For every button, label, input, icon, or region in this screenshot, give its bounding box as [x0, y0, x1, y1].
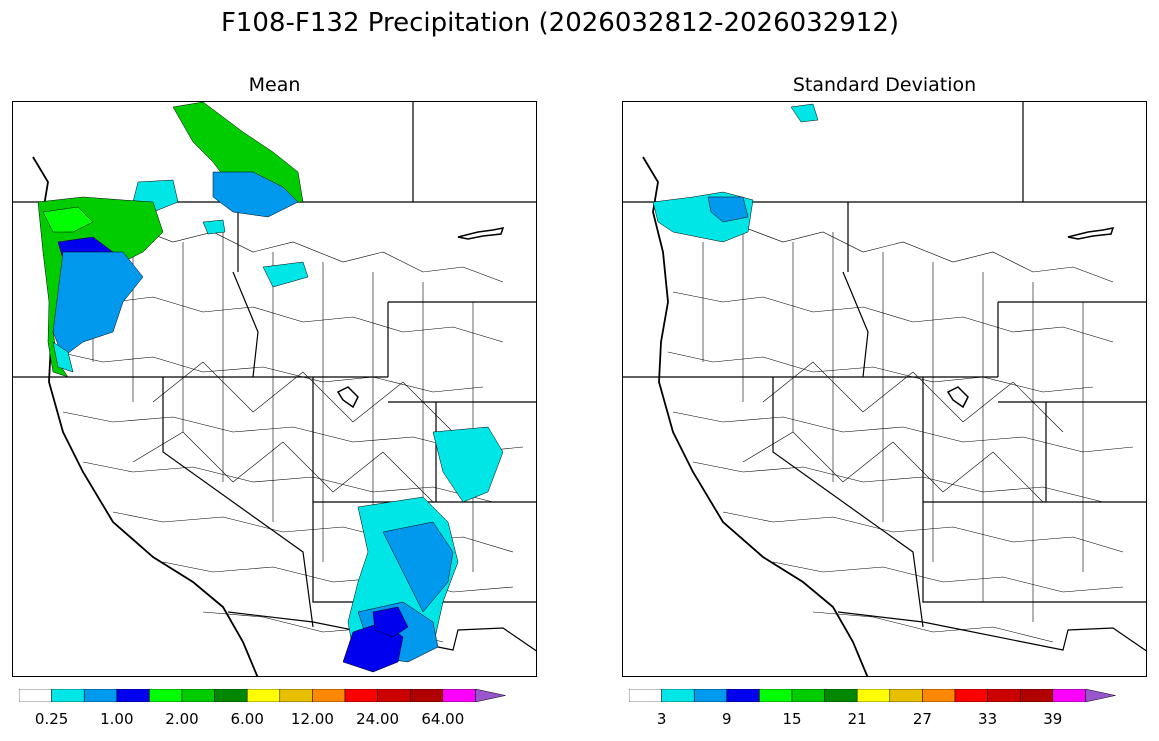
- colorbar-cell: [116, 689, 150, 702]
- map-std: [622, 101, 1147, 677]
- precip-shading: [37, 102, 504, 673]
- colorbar-tick-label: 6.00: [230, 710, 264, 728]
- figure-title: F108-F132 Precipitation (2026032812-2026…: [220, 8, 900, 38]
- state-borders: [623, 102, 1146, 652]
- colorbar-cell: [1052, 689, 1086, 702]
- colorbar-cell: [889, 689, 923, 702]
- colorbar-std: [629, 689, 1116, 702]
- colorbar-tick-label: 1.00: [100, 710, 134, 728]
- colorbar-cell: [954, 689, 988, 702]
- colorbar-cell: [693, 689, 728, 702]
- colorbar-cell: [661, 689, 695, 702]
- colorbar-cell: [344, 689, 378, 702]
- map-mean: [12, 101, 537, 677]
- coastline: [642, 156, 869, 676]
- colorbar-cell: [149, 689, 183, 702]
- colorbar-cell: [19, 689, 52, 702]
- colorbar-mean: [19, 689, 506, 702]
- panel-title-std: Standard Deviation: [792, 74, 977, 96]
- colorbar-tick-label: 12.00: [290, 710, 334, 728]
- colorbar-tick-label: 2.00: [165, 710, 199, 728]
- colorbar-cell: [726, 689, 760, 702]
- colorbar-tick-label: 64.00: [421, 710, 465, 728]
- colorbar-cell: [759, 689, 793, 702]
- colorbar-cell: [279, 689, 313, 702]
- colorbar-cell: [629, 689, 662, 702]
- colorbar-cell: [377, 689, 411, 702]
- colorbar-tick-label: 21: [847, 710, 867, 728]
- colorbar-cell: [856, 689, 891, 702]
- colorbar-cell: [312, 689, 346, 702]
- panel-title-mean: Mean: [248, 74, 301, 96]
- colorbar-cell: [83, 689, 118, 702]
- basin-grid: [667, 221, 1134, 643]
- colorbar-tick-label: 0.25: [34, 710, 69, 728]
- colorbar-tick-label: 3: [656, 710, 667, 728]
- lake-marker: [946, 386, 969, 409]
- colorbar-extend-arrow: [1085, 689, 1116, 702]
- colorbar-tick-label: 27: [912, 710, 932, 728]
- colorbar-cell: [409, 689, 444, 702]
- colorbar-tick-label: 33: [978, 710, 998, 728]
- colorbar-tick-label: 39: [1043, 710, 1063, 728]
- colorbar-cell: [51, 689, 85, 702]
- colorbar-cell: [824, 689, 858, 702]
- map-mean-svg: [13, 102, 536, 676]
- colorbar-cell: [987, 689, 1021, 702]
- colorbar-tick-label: 15: [782, 710, 802, 728]
- colorbar-cell: [181, 689, 215, 702]
- colorbar-cell: [1019, 689, 1054, 702]
- lake-marker: [336, 386, 359, 409]
- lake-marker: [457, 227, 505, 240]
- colorbar-tick-label: 9: [722, 710, 732, 728]
- lake-marker: [1067, 227, 1115, 240]
- colorbar-cell: [246, 689, 281, 702]
- colorbar-cell: [214, 689, 248, 702]
- colorbar-cell: [791, 689, 825, 702]
- colorbar-extend-arrow: [475, 689, 506, 702]
- colorbar-tick-label: 24.00: [356, 710, 400, 728]
- std-shading: [652, 103, 819, 243]
- colorbar-cell: [442, 689, 476, 702]
- map-std-svg: [623, 102, 1146, 676]
- colorbar-cell: [922, 689, 956, 702]
